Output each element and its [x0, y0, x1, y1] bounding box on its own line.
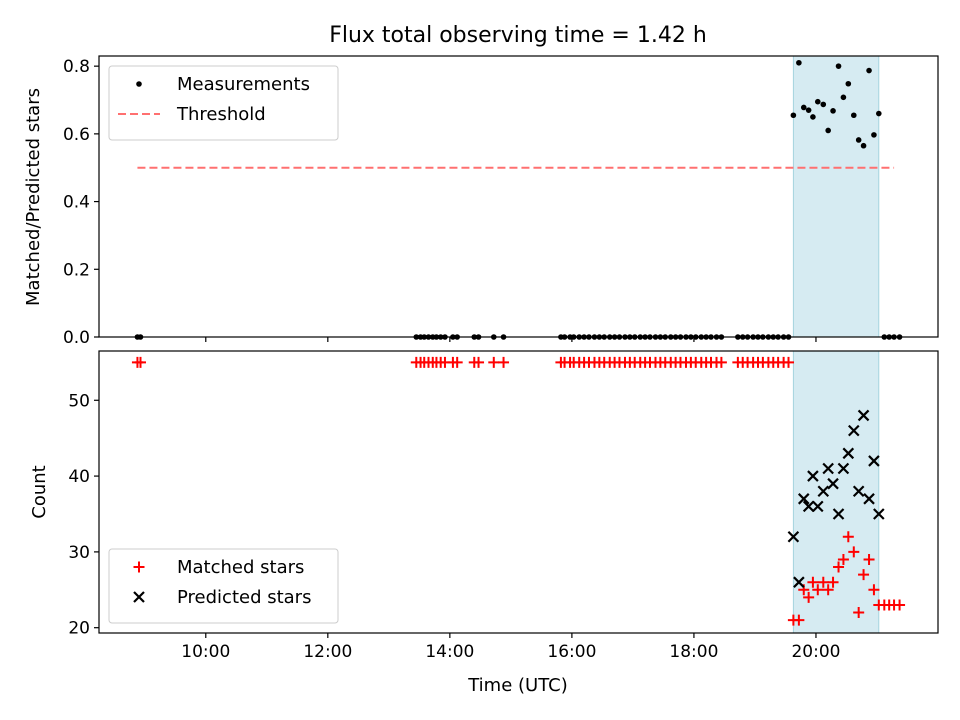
bottom-xtick-label: 20:00: [791, 642, 840, 662]
bottom-legend-swatch: [133, 561, 145, 573]
bottom-series-predicted-stars-point-5: [812, 500, 824, 513]
bottom-series-matched-stars-point-75: [863, 553, 875, 565]
top-ytick-label: 0.2: [63, 260, 90, 280]
bottom-series-matched-stars-point-76: [868, 584, 880, 596]
top-ytick-label: 0.6: [63, 125, 90, 145]
bottom-legend: Matched stars Predicted stars: [108, 548, 339, 624]
bottom-axes: 20 30 40 50 10:00 12:00 14:00 16:00 18:00 20:00 Ma…: [68, 350, 939, 662]
bottom-series-matched-stars-point-63: [803, 591, 815, 603]
bottom-series-matched-stars-point-81: [894, 599, 906, 611]
top-ytick-label: 0.8: [63, 57, 90, 77]
bottom-series-predicted-stars-point-15: [863, 493, 875, 505]
top-series-measurements-point-66: [820, 101, 827, 108]
bottom-series-predicted-stars-point-12: [848, 424, 860, 437]
bottom-series-matched-stars-point-64: [807, 576, 819, 588]
bottom-legend-box: [108, 548, 339, 624]
top-axes: 0.0 0.2 0.4 0.6 0.8 Measurements Threshold: [63, 55, 939, 348]
top-series-measurements-point-62: [800, 104, 807, 111]
bottom-series-matched-stars-point-74: [858, 569, 870, 581]
top-ytick-label: 0.0: [63, 328, 90, 348]
bottom-series-predicted-stars-point-0: [787, 530, 800, 543]
bottom-legend-label: Matched stars: [177, 557, 304, 578]
bottom-xtick-label: 14:00: [425, 642, 474, 662]
bottom-series-predicted-stars-point-13: [852, 485, 865, 498]
top-ytick-label: 0.4: [63, 193, 90, 213]
top-series-measurements-point-60: [790, 112, 797, 119]
bottom-series-matched-stars-point-70: [837, 553, 849, 565]
bottom-ytick-label: 30: [68, 543, 90, 563]
bottom-series-predicted-stars-point-4: [807, 470, 819, 482]
bottom-ytick-label: 50: [68, 391, 90, 411]
top-legend-label: Threshold: [176, 104, 266, 125]
top-legend-swatch: [136, 81, 142, 87]
top-series-measurements-point-74: [860, 142, 867, 149]
top-legend: Measurements Threshold: [108, 65, 339, 141]
bottom-series-predicted-stars-point-6: [817, 485, 830, 498]
bottom-series-matched-stars-point-13: [473, 356, 485, 368]
bottom-series-predicted-stars-point-7: [822, 462, 834, 475]
bottom-series-matched-stars-point-71: [842, 531, 854, 543]
top-series-measurements-point-65: [814, 98, 821, 105]
top-series-measurements-point-73: [855, 137, 862, 143]
bottom-series-matched-stars-point-66: [817, 576, 829, 588]
bottom-series-predicted-stars-point-10: [837, 462, 850, 475]
bottom-xtick-label: 18:00: [669, 642, 718, 662]
top-series-measurements-point-69: [835, 63, 842, 69]
bottom-xtick-label: 16:00: [547, 642, 596, 662]
x-axis-label: Time (UTC): [467, 675, 568, 696]
bottom-legend-swatch: [133, 591, 145, 603]
bottom-series-predicted-stars-point-9: [832, 508, 845, 520]
top-legend-box: [108, 65, 339, 141]
bottom-series-matched-stars-point-11: [451, 356, 463, 368]
top-series-measurements-point-64: [810, 114, 816, 120]
bottom-series-matched-stars-point-61: [793, 614, 805, 626]
bottom-series-predicted-stars-point-1: [793, 576, 805, 588]
bottom-series-matched-stars-point-67: [822, 584, 834, 596]
bottom-axes-frame: [98, 350, 939, 634]
top-series-measurements-point-72: [850, 112, 857, 119]
bottom-series-predicted-stars-point-8: [827, 477, 839, 490]
chart-title: Flux total observing time = 1.42 h: [329, 23, 707, 48]
bottom-series-predicted-stars-point-16: [868, 455, 880, 467]
bottom-series-matched-stars-point-73: [853, 607, 865, 619]
top-series-measurements-point-76: [871, 132, 877, 138]
top-series-measurements-point-67: [825, 127, 831, 134]
bottom-series-matched-stars-point-48: [715, 356, 727, 368]
bottom-series-matched-stars-point-59: [783, 356, 795, 368]
bottom-series-predicted-stars-point-2: [797, 493, 810, 505]
top-y-axis-label: Matched/Predicted stars: [23, 88, 44, 306]
bottom-highlight-span: [792, 350, 880, 634]
bottom-series-matched-stars-point-15: [498, 356, 510, 368]
top-series-measurements-point-77: [876, 110, 882, 117]
bottom-ytick-label: 20: [68, 619, 90, 639]
bottom-legend-label: Predicted stars: [177, 587, 311, 608]
bottom-ytick-label: 40: [68, 467, 90, 487]
bottom-series-predicted-stars-point-14: [857, 409, 870, 422]
bottom-series-predicted-stars-point-3: [802, 500, 815, 513]
bottom-series-matched-stars-point-69: [833, 561, 845, 573]
bottom-xtick-label: 12:00: [303, 642, 352, 662]
bottom-xtick-label: 10:00: [181, 642, 230, 662]
bottom-y-axis-label: Count: [29, 465, 50, 518]
bottom-series-predicted-stars-point-11: [842, 447, 855, 460]
bottom-series-matched-stars-point-68: [827, 576, 839, 588]
bottom-series-matched-stars-point-72: [848, 546, 860, 558]
top-series-measurements-point-61: [796, 59, 802, 66]
top-legend-label: Measurements: [177, 74, 310, 95]
top-series-measurements-point-70: [840, 94, 847, 101]
bottom-series-matched-stars-point-14: [488, 356, 500, 368]
top-series-measurements-point-75: [866, 67, 872, 74]
top-series-measurements-point-63: [805, 107, 812, 113]
bottom-series-matched-stars-point-65: [812, 584, 824, 596]
top-series-measurements-point-71: [845, 80, 852, 87]
bottom-series-predicted-stars-point-17: [873, 508, 885, 520]
top-series-measurements-point-68: [830, 108, 836, 114]
top-highlight-span: [792, 55, 880, 338]
top-axes-frame: [98, 55, 939, 338]
bottom-series-matched-stars-point-1: [134, 356, 146, 368]
